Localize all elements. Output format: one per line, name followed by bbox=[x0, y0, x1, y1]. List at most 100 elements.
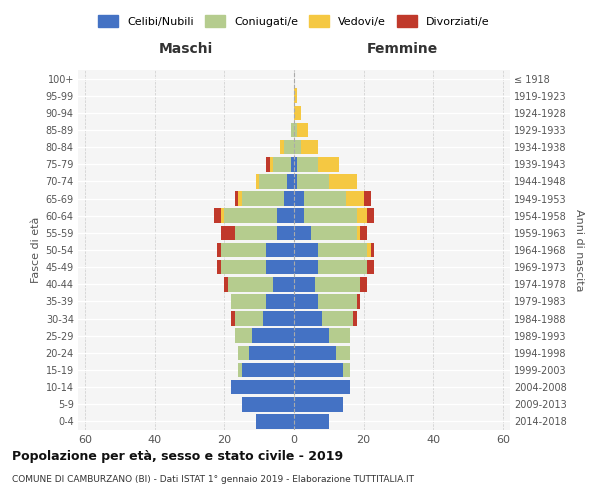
Bar bbox=[284, 140, 294, 154]
Bar bbox=[238, 192, 242, 206]
Bar bbox=[367, 260, 374, 274]
Bar bbox=[266, 294, 294, 308]
Bar bbox=[259, 174, 287, 188]
Bar bbox=[290, 157, 294, 172]
Bar bbox=[214, 208, 221, 223]
Bar bbox=[294, 88, 298, 103]
Bar bbox=[294, 294, 319, 308]
Bar bbox=[294, 362, 343, 378]
Bar bbox=[294, 346, 336, 360]
Bar bbox=[294, 312, 322, 326]
Bar bbox=[315, 277, 360, 291]
Bar bbox=[266, 242, 294, 258]
Bar bbox=[256, 174, 259, 188]
Bar bbox=[294, 174, 298, 188]
Y-axis label: Fasce di età: Fasce di età bbox=[31, 217, 41, 283]
Text: Femmine: Femmine bbox=[367, 42, 437, 56]
Bar bbox=[249, 346, 294, 360]
Bar bbox=[263, 312, 294, 326]
Bar bbox=[235, 312, 263, 326]
Bar bbox=[294, 140, 301, 154]
Bar bbox=[294, 242, 319, 258]
Bar bbox=[353, 312, 357, 326]
Bar bbox=[242, 362, 294, 378]
Bar bbox=[294, 122, 298, 138]
Bar bbox=[235, 192, 238, 206]
Bar bbox=[357, 294, 360, 308]
Bar bbox=[294, 397, 343, 411]
Bar bbox=[290, 122, 294, 138]
Text: COMUNE DI CAMBURZANO (BI) - Dati ISTAT 1° gennaio 2019 - Elaborazione TUTTITALIA: COMUNE DI CAMBURZANO (BI) - Dati ISTAT 1… bbox=[12, 475, 414, 484]
Bar bbox=[228, 277, 273, 291]
Bar bbox=[301, 140, 319, 154]
Bar bbox=[319, 294, 357, 308]
Bar bbox=[294, 260, 319, 274]
Bar bbox=[221, 242, 266, 258]
Bar bbox=[294, 106, 301, 120]
Bar bbox=[284, 192, 294, 206]
Bar bbox=[319, 157, 339, 172]
Bar bbox=[294, 192, 304, 206]
Bar bbox=[329, 328, 350, 343]
Bar bbox=[367, 242, 371, 258]
Text: Popolazione per età, sesso e stato civile - 2019: Popolazione per età, sesso e stato civil… bbox=[12, 450, 343, 463]
Bar bbox=[357, 226, 360, 240]
Bar bbox=[371, 242, 374, 258]
Bar bbox=[298, 174, 329, 188]
Bar bbox=[360, 226, 367, 240]
Bar bbox=[280, 140, 284, 154]
Bar bbox=[273, 157, 290, 172]
Bar bbox=[311, 226, 357, 240]
Text: Maschi: Maschi bbox=[159, 42, 213, 56]
Bar bbox=[273, 277, 294, 291]
Bar bbox=[294, 277, 315, 291]
Bar bbox=[304, 208, 357, 223]
Bar bbox=[346, 192, 364, 206]
Y-axis label: Anni di nascita: Anni di nascita bbox=[574, 209, 584, 291]
Bar bbox=[256, 414, 294, 428]
Bar bbox=[266, 157, 269, 172]
Bar bbox=[322, 312, 353, 326]
Bar bbox=[294, 208, 304, 223]
Bar bbox=[221, 260, 266, 274]
Bar bbox=[294, 328, 329, 343]
Bar bbox=[242, 192, 284, 206]
Bar bbox=[277, 226, 294, 240]
Legend: Celibi/Nubili, Coniugati/e, Vedovi/e, Divorziati/e: Celibi/Nubili, Coniugati/e, Vedovi/e, Di… bbox=[94, 11, 494, 31]
Bar bbox=[367, 208, 374, 223]
Bar bbox=[319, 260, 367, 274]
Bar bbox=[217, 242, 221, 258]
Bar bbox=[298, 122, 308, 138]
Bar bbox=[221, 226, 235, 240]
Bar bbox=[217, 260, 221, 274]
Bar bbox=[294, 157, 298, 172]
Bar bbox=[357, 208, 367, 223]
Bar bbox=[238, 362, 242, 378]
Bar bbox=[277, 208, 294, 223]
Bar bbox=[298, 157, 319, 172]
Bar bbox=[238, 346, 249, 360]
Bar bbox=[360, 277, 367, 291]
Bar bbox=[329, 174, 357, 188]
Bar bbox=[336, 346, 350, 360]
Bar bbox=[287, 174, 294, 188]
Bar bbox=[221, 208, 224, 223]
Bar bbox=[343, 362, 350, 378]
Bar bbox=[252, 328, 294, 343]
Bar bbox=[294, 414, 329, 428]
Bar bbox=[266, 260, 294, 274]
Bar bbox=[224, 277, 228, 291]
Bar bbox=[235, 226, 277, 240]
Bar bbox=[364, 192, 371, 206]
Bar bbox=[304, 192, 346, 206]
Bar bbox=[242, 397, 294, 411]
Bar bbox=[235, 328, 252, 343]
Bar bbox=[231, 294, 266, 308]
Bar bbox=[319, 242, 367, 258]
Bar bbox=[269, 157, 273, 172]
Bar bbox=[231, 380, 294, 394]
Bar bbox=[231, 312, 235, 326]
Bar bbox=[224, 208, 277, 223]
Bar bbox=[294, 226, 311, 240]
Bar bbox=[294, 380, 350, 394]
